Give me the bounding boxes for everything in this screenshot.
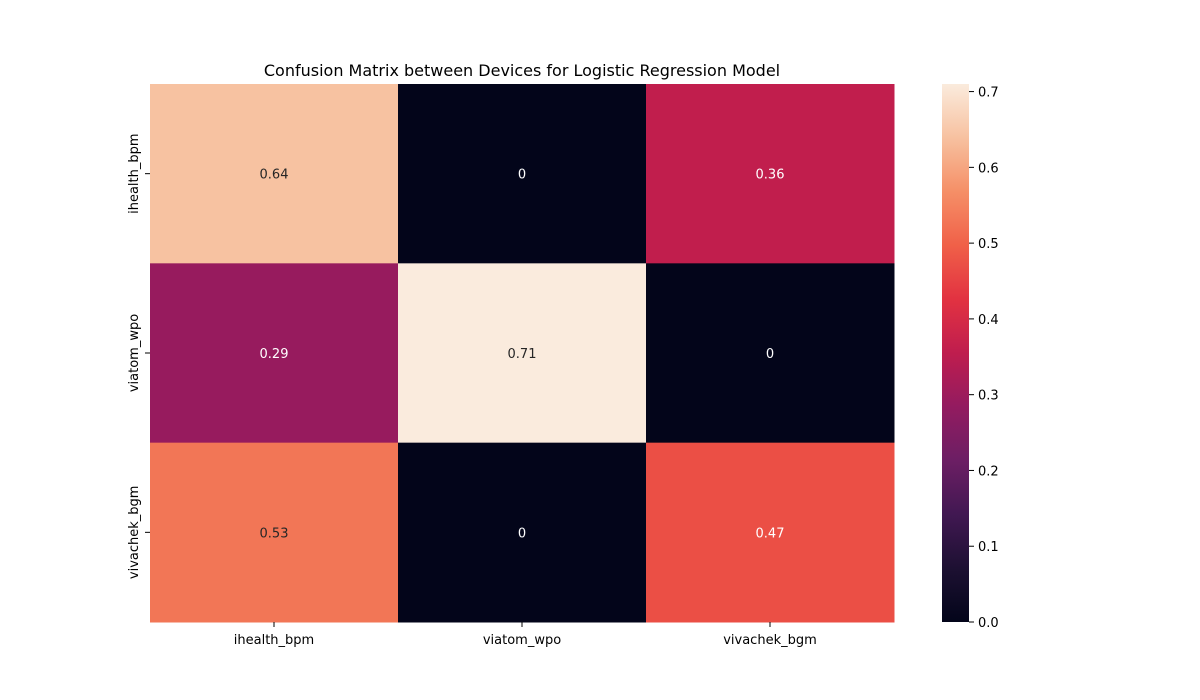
heatmap-cell-labels: 0.64 0 0.36 0.29 0.71 0 0.53 0 0.47 (260, 168, 785, 542)
heatmap-cell (150, 84, 399, 264)
chart-title: Confusion Matrix between Devices for Log… (264, 61, 780, 80)
colorbar-tick-label: 0.2 (978, 464, 999, 479)
x-axis: ihealth_bpm viatom_wpo vivachek_bgm (234, 622, 817, 648)
cell-value-label: 0.36 (756, 168, 785, 183)
colorbar-tick-label: 0.3 (978, 389, 999, 404)
cell-value-label: 0.29 (260, 347, 289, 362)
colorbar-gradient (942, 84, 969, 622)
y-axis: ihealth_bpm viatom_wpo vivachek_bgm (127, 133, 150, 579)
heatmap-cell (150, 263, 399, 444)
x-tick-label: vivachek_bgm (723, 633, 817, 648)
cell-value-label: 0.47 (756, 526, 785, 541)
y-tick-label: vivachek_bgm (127, 486, 142, 580)
heatmap-cell (150, 442, 399, 623)
heatmap-cell (646, 263, 895, 444)
heatmap-cell (646, 442, 895, 623)
cell-value-label: 0 (766, 347, 774, 362)
heatmap-cell (398, 442, 647, 623)
colorbar-tick-label: 0.7 (978, 86, 999, 101)
x-tick-label: ihealth_bpm (234, 633, 314, 648)
cell-value-label: 0 (518, 168, 526, 183)
colorbar-tick-label: 0.1 (978, 540, 999, 555)
heatmap-cell (398, 263, 647, 444)
cell-value-label: 0.53 (260, 526, 289, 541)
y-tick-label: viatom_wpo (127, 314, 142, 392)
heatmap-cells (150, 84, 895, 623)
heatmap-cell (646, 84, 895, 264)
heatmap-cell (398, 84, 647, 264)
colorbar-tick-label: 0.0 (978, 616, 999, 631)
cell-value-label: 0 (518, 526, 526, 541)
colorbar: 0.0 0.1 0.2 0.3 0.4 0.5 0.6 0.7 (942, 84, 999, 631)
cell-value-label: 0.71 (508, 347, 537, 362)
colorbar-tick-label: 0.6 (978, 161, 999, 176)
y-tick-label: ihealth_bpm (127, 133, 142, 213)
colorbar-tick-label: 0.4 (978, 313, 999, 328)
cell-value-label: 0.64 (260, 168, 289, 183)
colorbar-tick-label: 0.5 (978, 237, 999, 252)
x-tick-label: viatom_wpo (483, 633, 561, 648)
